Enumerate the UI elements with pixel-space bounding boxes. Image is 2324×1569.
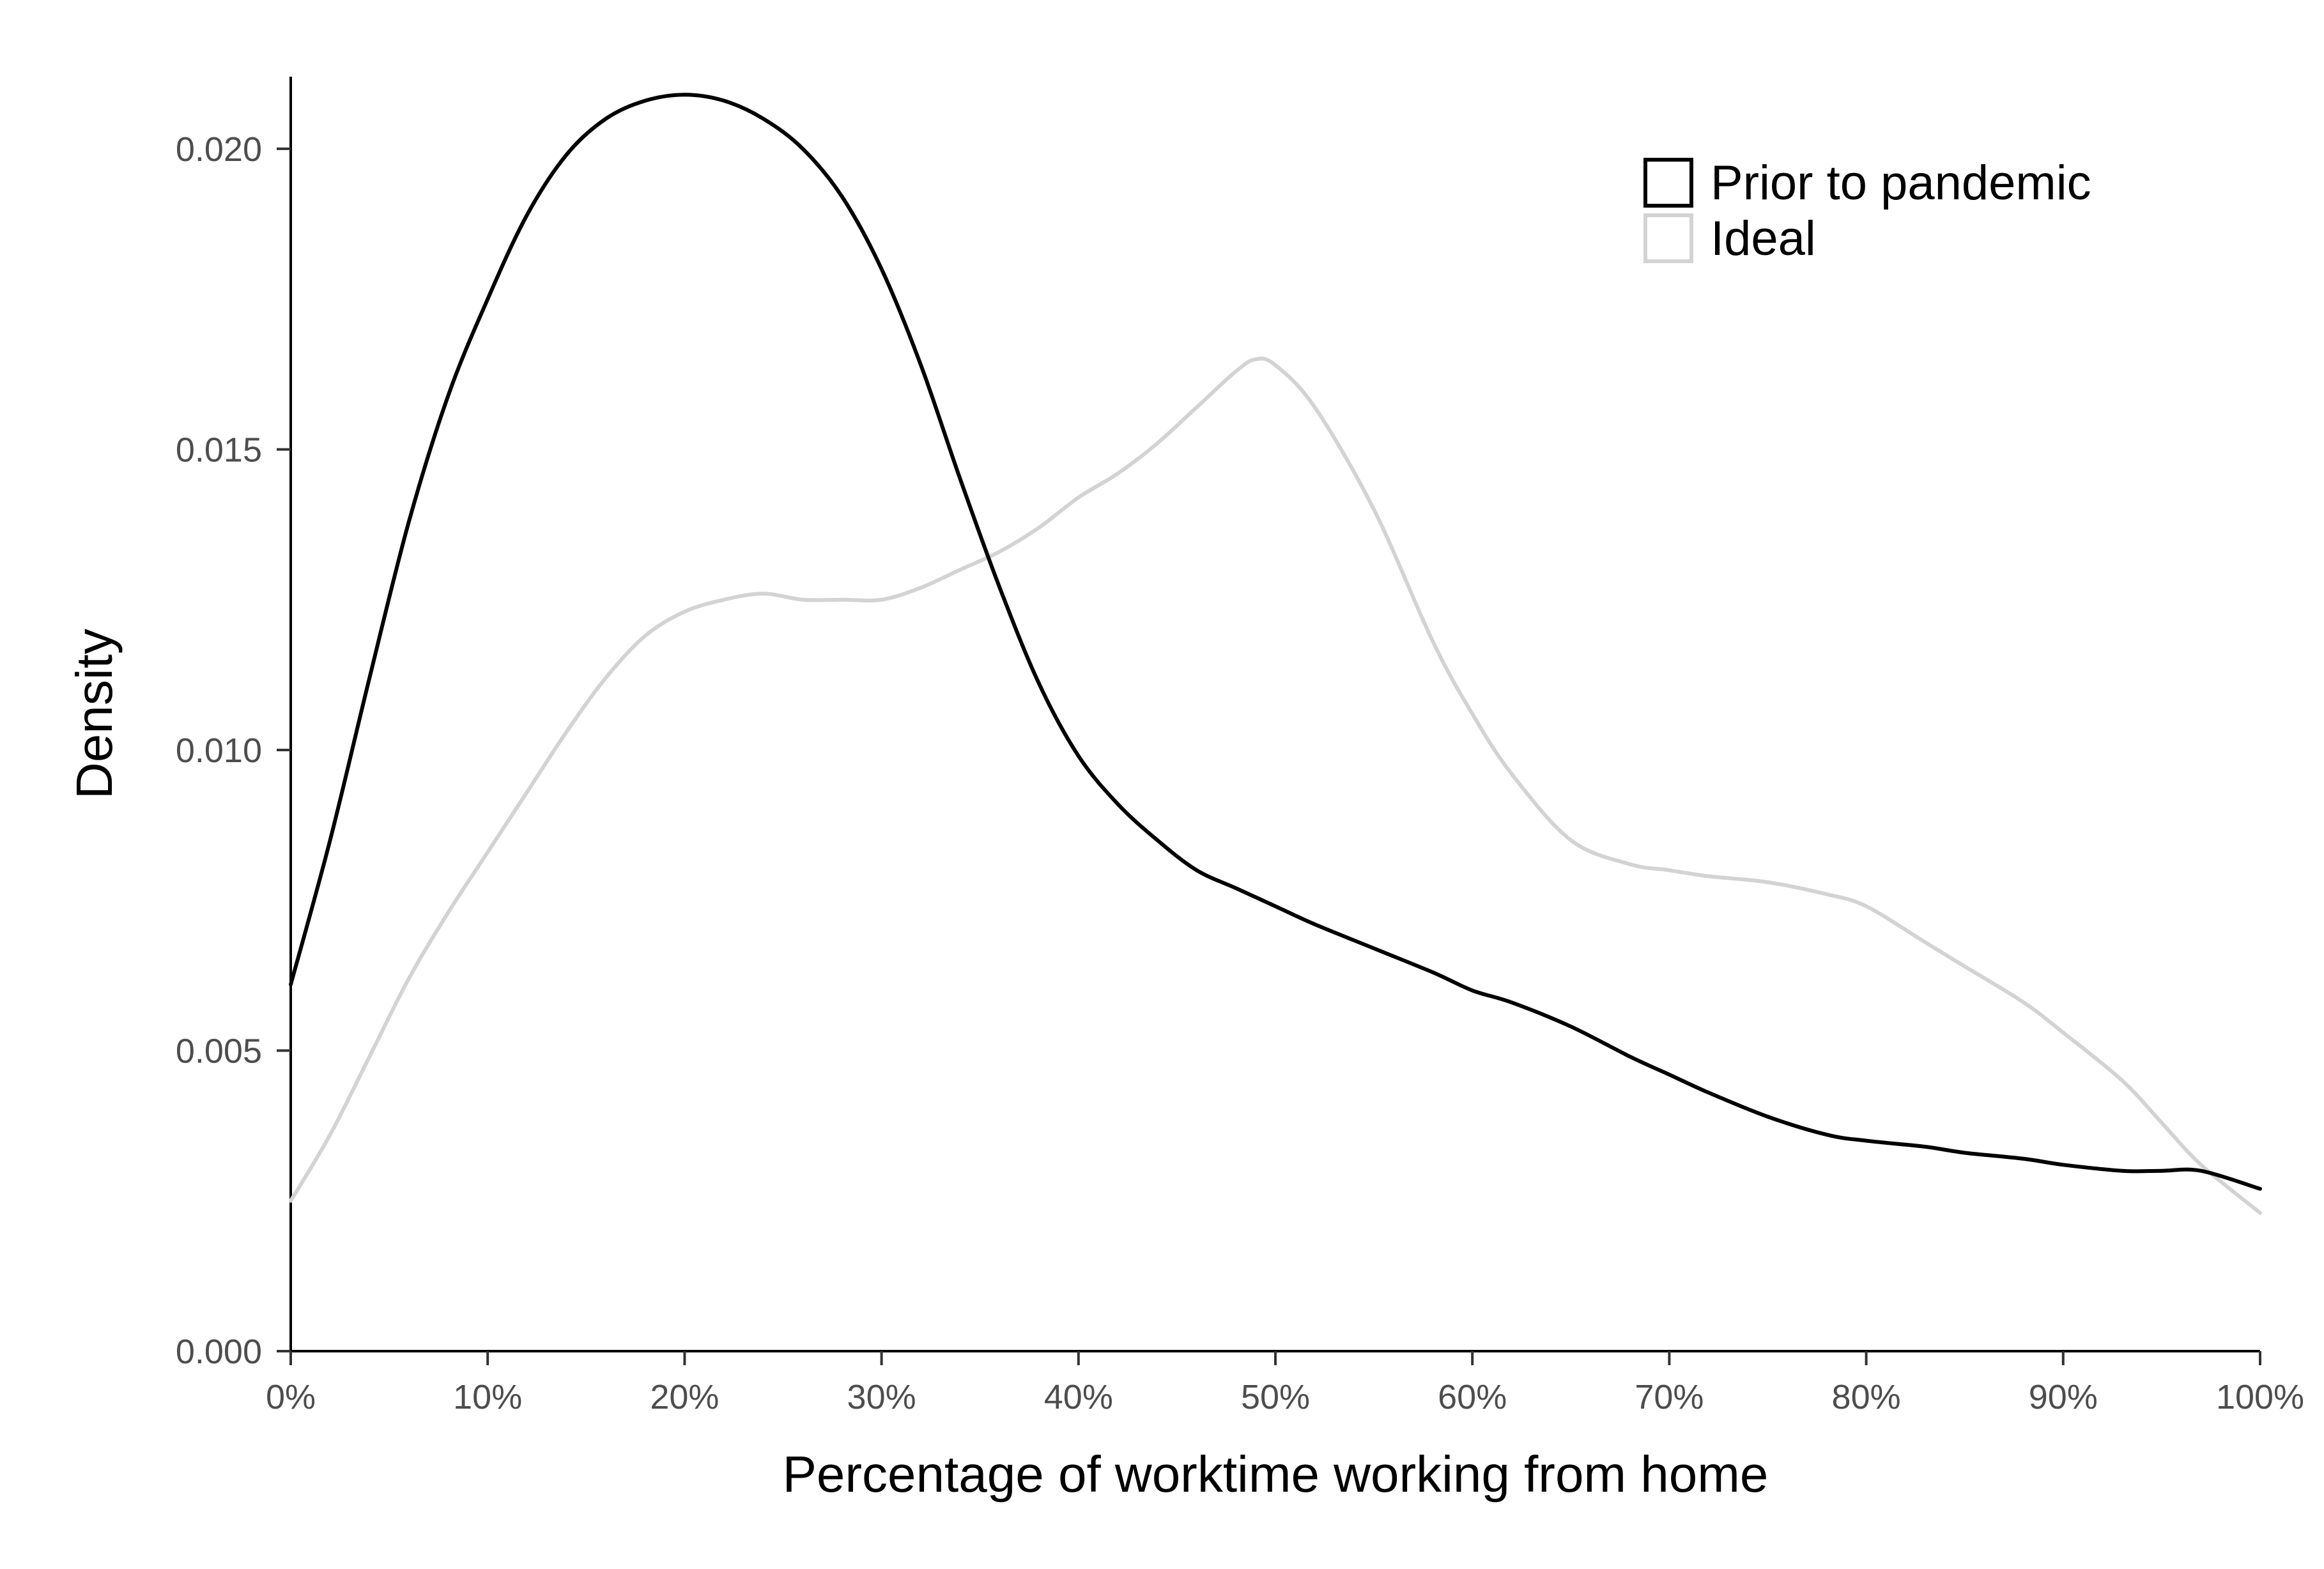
x-tick-label: 0%	[266, 1378, 316, 1416]
legend-label-prior-to-pandemic: Prior to pandemic	[1711, 156, 2091, 210]
y-tick-label: 0.000	[176, 1333, 262, 1371]
y-tick-label: 0.015	[176, 431, 262, 469]
x-tick-label: 40%	[1044, 1378, 1113, 1416]
x-tick-label: 80%	[1832, 1378, 1901, 1416]
x-tick-label: 100%	[2216, 1378, 2304, 1416]
legend: Prior to pandemic Ideal	[1643, 156, 2091, 266]
x-tick-label: 20%	[650, 1378, 719, 1416]
y-tick-label: 0.020	[176, 130, 262, 169]
legend-label-ideal: Ideal	[1711, 211, 1816, 266]
x-tick-label: 70%	[1635, 1378, 1704, 1416]
y-axis-title: Density	[66, 629, 123, 799]
y-tick-label: 0.010	[176, 731, 262, 770]
series-line-prior-to-pandemic	[289, 93, 2262, 1191]
legend-key-prior-to-pandemic	[1643, 158, 1693, 208]
x-tick-label: 60%	[1438, 1378, 1507, 1416]
y-tick-label: 0.005	[176, 1032, 262, 1070]
x-tick-label: 10%	[453, 1378, 522, 1416]
series-line-ideal	[289, 356, 2262, 1215]
x-axis: 0% 10% 20% 30% 40% 50% 60% 70% 80% 90% 100%	[266, 1350, 2304, 1416]
x-tick-label: 30%	[847, 1378, 916, 1416]
legend-key-ideal	[1643, 213, 1693, 263]
series-lines	[289, 93, 2262, 1215]
x-axis-title: Percentage of worktime working from home	[783, 1446, 1769, 1503]
y-axis: 0.000 0.005 0.010 0.015 0.020	[176, 77, 292, 1371]
x-tick-label: 50%	[1241, 1378, 1310, 1416]
x-tick-label: 90%	[2029, 1378, 2098, 1416]
